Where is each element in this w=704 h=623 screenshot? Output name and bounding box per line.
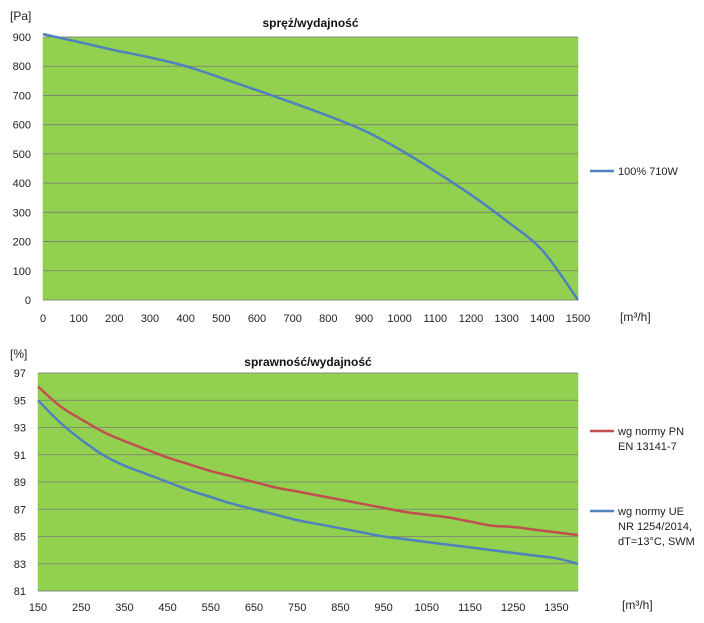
x-tick-label: 150 xyxy=(29,602,47,614)
x-tick-label: 1500 xyxy=(566,313,590,325)
series-line xyxy=(42,32,580,301)
y-tick-label: 83 xyxy=(14,559,26,571)
legend-label: wg normy PN xyxy=(617,426,684,438)
y-tick-label: 200 xyxy=(13,237,31,249)
x-tick-label: 450 xyxy=(158,602,176,614)
x-tick-label: 1350 xyxy=(544,602,568,614)
y-tick-label: 81 xyxy=(14,586,26,598)
legend-label: EN 13141-7 xyxy=(618,441,677,453)
x-axis-unit: [m³/h] xyxy=(622,598,653,612)
y-tick-label: 900 xyxy=(13,32,31,44)
y-tick-label: 93 xyxy=(14,423,26,435)
x-tick-label: 0 xyxy=(40,313,46,325)
y-tick-label: 97 xyxy=(14,368,26,380)
x-tick-label: 1000 xyxy=(387,313,411,325)
x-tick-label: 100 xyxy=(69,313,87,325)
y-tick-label: 800 xyxy=(13,61,31,73)
x-axis-unit: [m³/h] xyxy=(620,310,651,324)
x-tick-label: 1250 xyxy=(501,602,525,614)
y-tick-label: 500 xyxy=(13,149,31,161)
x-tick-label: 1050 xyxy=(415,602,439,614)
chart-title: spręż/wydajność xyxy=(262,16,358,30)
x-tick-label: 200 xyxy=(105,313,123,325)
x-tick-label: 900 xyxy=(355,313,373,325)
x-tick-label: 1150 xyxy=(458,602,482,614)
plot-area xyxy=(42,36,579,301)
x-tick-label: 1400 xyxy=(530,313,554,325)
x-tick-label: 400 xyxy=(176,313,194,325)
legend-label: 100% 710W xyxy=(618,166,679,178)
y-tick-label: 89 xyxy=(14,477,26,489)
chart-1: 0 100 200 300 400 500 600 700 800 900 0 100 200 300 40… xyxy=(10,9,679,325)
x-tick-label: 950 xyxy=(374,602,392,614)
x-tick-label: 700 xyxy=(283,313,301,325)
x-tick-label: 300 xyxy=(141,313,159,325)
y-axis-unit: [Pa] xyxy=(10,9,31,23)
y-tick-label: 95 xyxy=(14,395,26,407)
x-tick-label: 1200 xyxy=(459,313,483,325)
x-tick-label: 1300 xyxy=(494,313,518,325)
chart-2: 81 83 85 87 89 91 93 95 97 150 250 350 450 550 650 750 8… xyxy=(10,347,695,614)
series-line xyxy=(37,399,579,566)
x-tick-label: 850 xyxy=(331,602,349,614)
y-tick-label: 600 xyxy=(13,120,31,132)
x-tick-label: 350 xyxy=(115,602,133,614)
y-tick-label: 91 xyxy=(14,450,26,462)
x-tick-label: 1100 xyxy=(424,313,448,325)
series-line xyxy=(37,385,579,537)
x-tick-label: 750 xyxy=(288,602,306,614)
y-tick-label: 0 xyxy=(25,295,31,307)
y-tick-label: 400 xyxy=(13,178,31,190)
y-axis-unit: [%] xyxy=(10,347,27,361)
legend-label: wg normy UE xyxy=(617,506,684,518)
y-tick-label: 100 xyxy=(13,266,31,278)
y-tick-label: 300 xyxy=(13,207,31,219)
x-tick-label: 650 xyxy=(245,602,263,614)
x-tick-label: 500 xyxy=(212,313,230,325)
chart-title: sprawność/wydajność xyxy=(244,355,372,369)
y-tick-label: 87 xyxy=(14,504,26,516)
x-tick-label: 250 xyxy=(72,602,90,614)
y-tick-label: 85 xyxy=(14,532,26,544)
legend-label: NR 1254/2014, xyxy=(618,521,692,533)
x-tick-label: 800 xyxy=(319,313,337,325)
legend-label: dT=13°C, SWM xyxy=(618,536,695,548)
x-tick-label: 600 xyxy=(248,313,266,325)
x-tick-label: 550 xyxy=(202,602,220,614)
y-tick-label: 700 xyxy=(13,90,31,102)
